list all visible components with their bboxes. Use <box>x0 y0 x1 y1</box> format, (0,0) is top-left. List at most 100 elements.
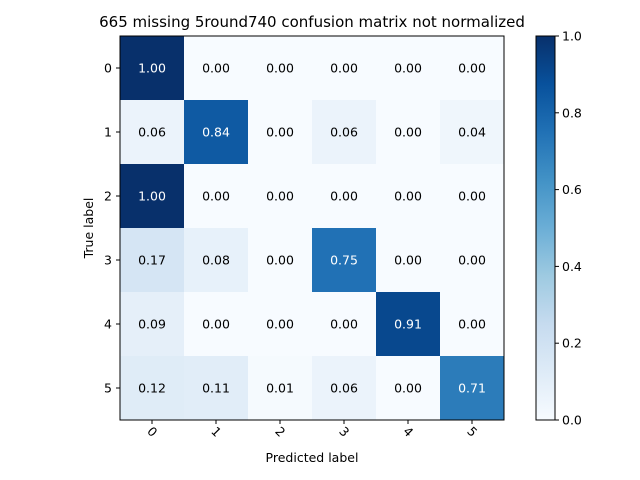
heatmap-cell <box>120 228 184 292</box>
heatmap-cell <box>184 100 248 164</box>
heatmap-cell <box>376 100 440 164</box>
heatmap-cell <box>312 228 376 292</box>
cell-value-label: 0.00 <box>394 381 422 396</box>
y-tick-label: 0 <box>104 61 112 76</box>
x-tick-label: 4 <box>400 424 416 440</box>
heatmap-cell <box>376 228 440 292</box>
cell-value-label: 0.00 <box>202 61 230 76</box>
colorbar-tick-label: 1.0 <box>562 29 582 44</box>
heatmap-cell <box>120 36 184 100</box>
heatmap-cell <box>312 100 376 164</box>
y-tick-label: 2 <box>104 189 112 204</box>
colorbar-tick-label: 0.8 <box>562 105 582 120</box>
heatmap-cell <box>184 356 248 420</box>
heatmap-cell <box>184 36 248 100</box>
cell-value-label: 0.71 <box>458 381 486 396</box>
colorbar-tick-label: 0.2 <box>562 336 582 351</box>
cell-value-label: 0.00 <box>202 189 230 204</box>
cell-value-label: 0.00 <box>394 189 422 204</box>
y-tick-label: 1 <box>104 125 112 140</box>
cell-value-label: 0.00 <box>458 189 486 204</box>
cell-value-label: 0.00 <box>458 253 486 268</box>
cell-value-label: 0.00 <box>394 253 422 268</box>
heatmap-cell <box>312 36 376 100</box>
cell-value-label: 0.11 <box>202 381 230 396</box>
heatmap-cell <box>440 36 504 100</box>
heatmap-cell <box>120 356 184 420</box>
cell-value-label: 0.06 <box>330 125 358 140</box>
heatmap-cell <box>184 164 248 228</box>
x-tick-label: 1 <box>208 424 224 440</box>
colorbar-tick-label: 0.4 <box>562 259 582 274</box>
heatmap-cell <box>440 164 504 228</box>
heatmap-cell <box>248 292 312 356</box>
cell-value-label: 0.01 <box>266 381 294 396</box>
cell-value-label: 0.09 <box>138 317 166 332</box>
cell-value-label: 0.00 <box>330 189 358 204</box>
chart-title: 665 missing 5round740 confusion matrix n… <box>99 13 525 31</box>
heatmap-cell <box>184 292 248 356</box>
cell-value-label: 0.91 <box>394 317 422 332</box>
cell-value-label: 0.00 <box>458 61 486 76</box>
cell-value-label: 0.04 <box>458 125 486 140</box>
colorbar <box>535 35 556 421</box>
heatmap-cells <box>120 36 504 420</box>
cell-value-label: 0.00 <box>266 189 294 204</box>
y-axis-ticks: 0 1 2 3 4 5 <box>104 61 120 396</box>
cell-value-label: 1.00 <box>138 189 166 204</box>
heatmap-cell <box>376 356 440 420</box>
colorbar-ticks: 0.0 0.2 0.4 0.6 0.8 1.0 <box>555 29 582 428</box>
heatmap-cell <box>312 292 376 356</box>
heatmap-cell <box>440 228 504 292</box>
cell-value-label: 0.00 <box>266 317 294 332</box>
y-tick-label: 3 <box>104 253 112 268</box>
x-tick-label: 0 <box>144 424 160 440</box>
cell-value-label: 0.00 <box>394 125 422 140</box>
heatmap-cell <box>248 356 312 420</box>
cell-value-label: 0.00 <box>266 253 294 268</box>
x-tick-label: 3 <box>336 424 352 440</box>
cell-value-label: 0.00 <box>202 317 230 332</box>
y-tick-label: 5 <box>104 381 112 396</box>
heatmap-cell <box>248 164 312 228</box>
heatmap-cell <box>376 164 440 228</box>
heatmap-cell <box>440 100 504 164</box>
y-axis-label: True label <box>81 198 96 260</box>
heatmap-cell <box>312 356 376 420</box>
x-tick-label: 2 <box>272 424 288 440</box>
cell-value-label: 0.08 <box>202 253 230 268</box>
cell-value-label: 0.00 <box>458 317 486 332</box>
cell-value-label: 0.12 <box>138 381 166 396</box>
cell-value-label: 0.00 <box>330 317 358 332</box>
cell-value-label: 0.17 <box>138 253 166 268</box>
heatmap-cell <box>248 36 312 100</box>
heatmap-cell <box>248 100 312 164</box>
heatmap-cell <box>376 292 440 356</box>
heatmap-cell <box>440 356 504 420</box>
cell-value-label: 0.06 <box>330 381 358 396</box>
cell-value-label: 0.00 <box>394 61 422 76</box>
heatmap-cell <box>440 292 504 356</box>
plot-frame <box>119 35 505 421</box>
x-tick-label: 5 <box>464 424 480 440</box>
cell-value-label: 0.84 <box>202 125 230 140</box>
heatmap-cell <box>312 164 376 228</box>
cell-value-label: 0.06 <box>138 125 166 140</box>
y-tick-label: 4 <box>104 317 112 332</box>
heatmap-cell <box>120 292 184 356</box>
x-axis-label: Predicted label <box>266 450 359 465</box>
heatmap-cell <box>376 36 440 100</box>
colorbar-tick-label: 0.6 <box>562 182 582 197</box>
cell-value-label: 1.00 <box>138 61 166 76</box>
heatmap-cell-labels: 1.00 0.00 0.00 0.00 0.00 0.00 0.06 0.84 0.00 0.06… <box>138 61 486 396</box>
colorbar-tick-label: 0.0 <box>562 413 582 428</box>
heatmap-cell <box>120 100 184 164</box>
heatmap-cell <box>184 228 248 292</box>
cell-value-label: 0.00 <box>266 61 294 76</box>
cell-value-label: 0.00 <box>330 61 358 76</box>
heatmap-cell <box>120 164 184 228</box>
cell-value-label: 0.00 <box>266 125 294 140</box>
heatmap-cell <box>248 228 312 292</box>
cell-value-label: 0.75 <box>330 253 358 268</box>
